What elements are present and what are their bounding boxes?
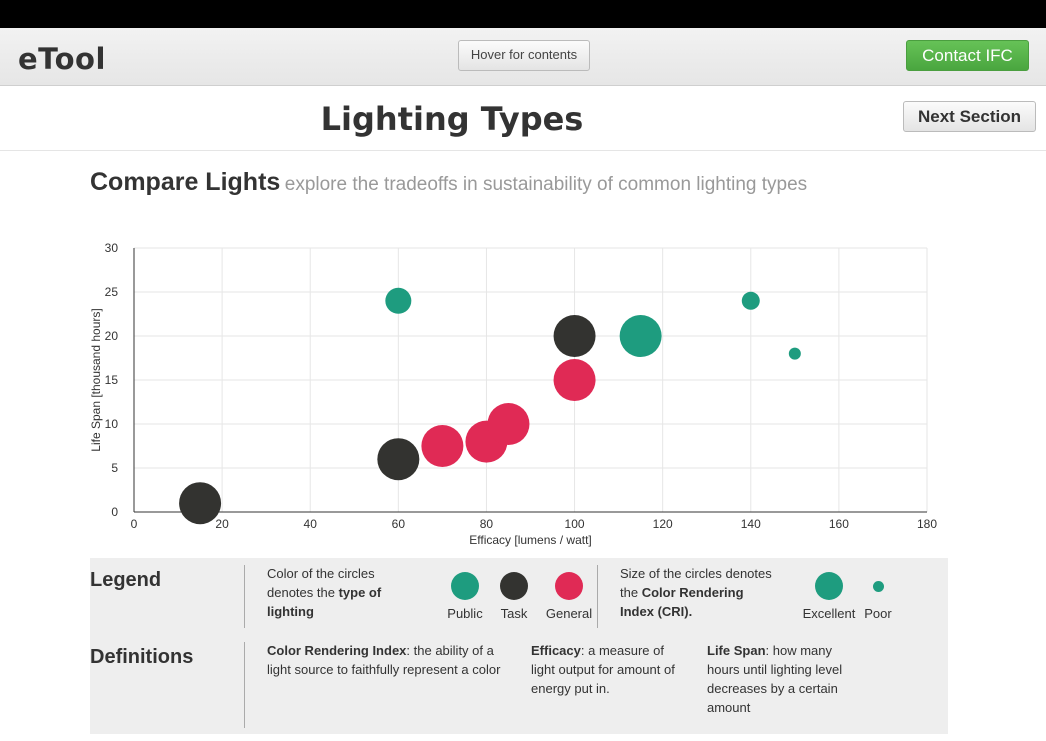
y-tick-label: 5 xyxy=(111,461,118,475)
definition-cri-text: : the ability of a light source to faith… xyxy=(267,643,501,677)
page-title: Lighting Types xyxy=(320,100,584,138)
legend-color-text: Color of the circles denotes the type of… xyxy=(267,564,407,621)
x-tick-label: 80 xyxy=(480,517,494,531)
data-point-task[interactable] xyxy=(553,315,596,357)
brand-logo[interactable]: eTool xyxy=(18,42,106,76)
legend-public-dot xyxy=(451,572,479,600)
definition-lifespan-term: Life Span xyxy=(707,643,766,658)
subheading-description: explore the tradeoffs in sustainability … xyxy=(284,174,808,195)
x-tick-label: 60 xyxy=(392,517,406,531)
definition-lifespan-text: : how many hours until lighting level de… xyxy=(707,643,843,715)
definition-efficacy: Efficacy: a measure of light output for … xyxy=(531,641,686,698)
y-tick-label: 10 xyxy=(105,417,119,431)
legend-size-text-2: the xyxy=(620,585,642,600)
x-tick-label: 120 xyxy=(653,517,673,531)
legend-color-text-1: Color of the circles xyxy=(267,566,375,581)
data-point-public[interactable] xyxy=(788,347,801,360)
x-tick-label: 0 xyxy=(131,517,138,531)
x-tick-label: 160 xyxy=(829,517,849,531)
legend-title: Legend xyxy=(90,569,162,591)
chart-points xyxy=(179,287,801,525)
data-point-general[interactable] xyxy=(487,403,530,445)
y-axis-label: Life Span [thousand hours] xyxy=(89,308,103,451)
data-point-general[interactable] xyxy=(421,425,464,467)
legend-task-dot xyxy=(500,572,528,600)
next-section-button[interactable]: Next Section xyxy=(903,101,1036,132)
data-point-public[interactable] xyxy=(741,291,760,310)
definitions-title: Definitions xyxy=(90,646,194,668)
definitions-divider xyxy=(244,642,245,728)
contact-button[interactable]: Contact IFC xyxy=(906,40,1029,71)
data-point-general[interactable] xyxy=(553,359,596,401)
y-tick-label: 15 xyxy=(105,373,119,387)
legend-color-text-bold: type of lighting xyxy=(267,585,382,619)
hover-contents-button[interactable]: Hover for contents xyxy=(458,40,590,71)
top-black-bar xyxy=(0,0,1046,28)
x-tick-label: 40 xyxy=(304,517,318,531)
x-tick-label: 100 xyxy=(565,517,585,531)
scatter-chart: 0 20 40 60 80 100 120 140 160 180 0 5 10 15 20 25 30 Eff… xyxy=(89,241,938,547)
x-axis-label: Efficacy [lumens / watt] xyxy=(469,533,592,547)
data-point-task[interactable] xyxy=(179,482,222,525)
subheading-main: Compare Lights xyxy=(90,168,281,196)
legend-excellent-dot xyxy=(815,572,843,600)
subheading: Compare Lights explore the tradeoffs in … xyxy=(90,168,807,197)
data-point-public[interactable] xyxy=(619,315,662,357)
data-point-public[interactable] xyxy=(385,287,412,314)
legend-public-label: Public xyxy=(447,606,483,621)
navbar: eTool Hover for contents Contact IFC xyxy=(0,28,1046,86)
legend-task-label: Task xyxy=(500,606,528,621)
legend-general-label: General xyxy=(545,606,593,621)
definition-efficacy-term: Efficacy xyxy=(531,643,581,658)
x-tick-label: 140 xyxy=(741,517,761,531)
definition-cri: Color Rendering Index: the ability of a … xyxy=(267,641,512,679)
x-tick-label: 20 xyxy=(215,517,229,531)
legend-size-text-1: Size of the circles denotes xyxy=(620,566,772,581)
definition-cri-term: Color Rendering Index xyxy=(267,643,407,658)
definition-efficacy-text: : a measure of light output for amount o… xyxy=(531,643,675,696)
legend-size-text-bold: Color Rendering Index (CRI). xyxy=(620,585,744,619)
data-point-task[interactable] xyxy=(377,438,420,481)
legend-excellent-label: Excellent xyxy=(802,606,856,621)
chart-ticks: 0 20 40 60 80 100 120 140 160 180 0 5 10 15 20 25 30 xyxy=(105,241,938,531)
y-tick-label: 30 xyxy=(105,241,119,255)
definition-lifespan: Life Span: how many hours until lighting… xyxy=(707,641,857,717)
legend-panel: Legend Color of the circles denotes the … xyxy=(90,558,948,734)
x-tick-label: 180 xyxy=(917,517,937,531)
y-tick-label: 25 xyxy=(105,285,119,299)
legend-general-dot xyxy=(555,572,583,600)
legend-poor-label: Poor xyxy=(864,606,892,621)
legend-poor-dot xyxy=(873,581,884,592)
chart-axes xyxy=(133,248,927,513)
chart-grid xyxy=(134,247,928,512)
y-tick-label: 20 xyxy=(105,329,119,343)
legend-divider-1 xyxy=(244,565,245,628)
legend-color-text-2: denotes the xyxy=(267,585,339,600)
legend-size-text: Size of the circles denotes the Color Re… xyxy=(620,564,780,621)
divider xyxy=(0,150,1046,151)
legend-divider-2 xyxy=(597,565,598,628)
y-tick-label: 0 xyxy=(111,505,118,519)
